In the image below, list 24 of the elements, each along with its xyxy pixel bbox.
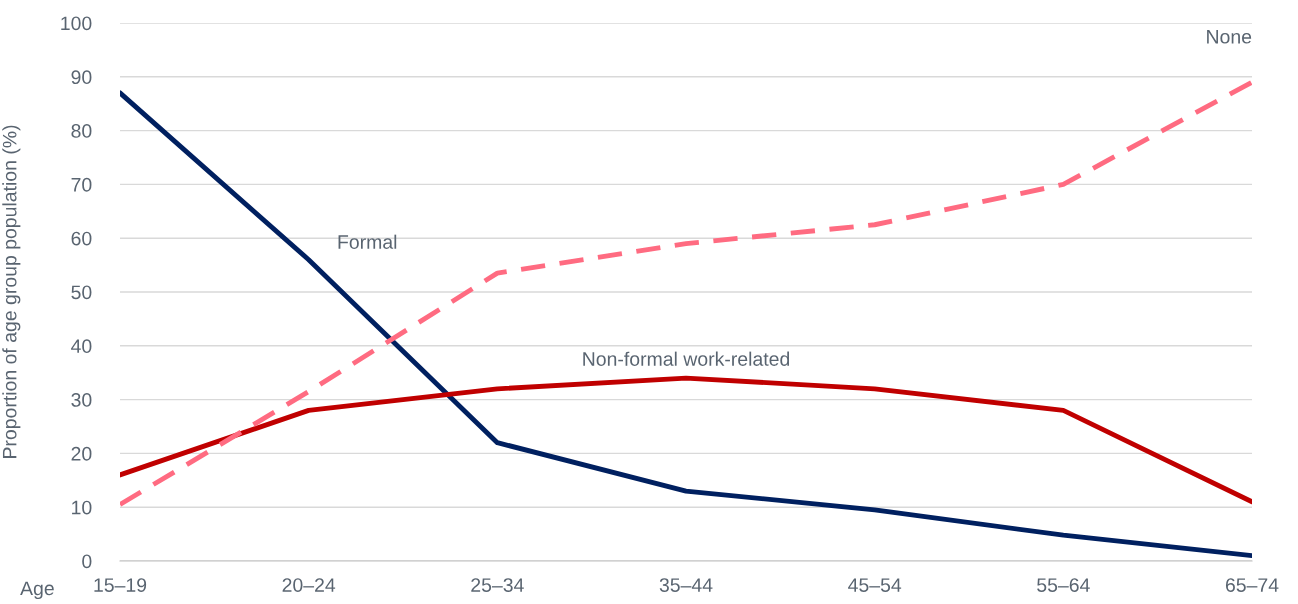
y-tick-label: 20 <box>71 446 92 461</box>
y-tick-label: 40 <box>71 339 92 354</box>
y-tick-label: 10 <box>72 500 92 515</box>
x-tick-label: 35–44 <box>659 578 713 592</box>
x-tick-label: 65–74 <box>1225 578 1279 592</box>
series-label: None <box>1207 30 1252 44</box>
y-tick-label: 60 <box>71 231 92 246</box>
y-tick-label: 100 <box>61 16 92 31</box>
y-tick-label: 30 <box>71 393 92 407</box>
x-axis-title: Age <box>20 581 54 600</box>
y-tick-label: 70 <box>71 177 92 192</box>
series-label: Formal <box>338 234 397 249</box>
x-tick-label: 55–64 <box>1037 578 1090 592</box>
x-tick-label: 15–19 <box>94 578 147 592</box>
series-label: Non-formal work-related <box>583 351 790 366</box>
y-tick-label: 50 <box>71 285 92 300</box>
x-tick-label: 25–34 <box>471 578 524 592</box>
y-tick-label: 90 <box>71 70 92 85</box>
x-tick-label: 45–54 <box>848 578 902 592</box>
x-tick-label: 20–24 <box>282 578 336 592</box>
y-tick-label: 0 <box>82 554 92 569</box>
line-series <box>120 375 1252 505</box>
y-axis-title: Proportion of age group population (%) <box>2 125 21 458</box>
y-tick-label: 80 <box>71 124 92 138</box>
